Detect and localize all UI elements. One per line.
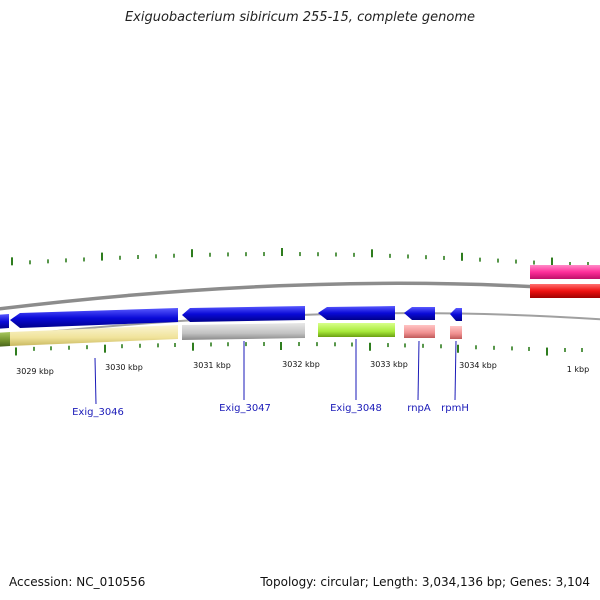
map-title: Exiguobacterium sibiricum 255-15, comple… (124, 10, 476, 25)
cds-arrow-rnpa (404, 307, 435, 320)
cog-block-rpmh (450, 326, 462, 339)
cog-block-exig-3048 (318, 323, 395, 337)
label-line-rpmh (454, 340, 457, 401)
gene-label-rpmh: rpmH (441, 403, 469, 414)
scale-label: 1 kbp (567, 365, 589, 374)
gene-label-rnpa: rnpA (407, 403, 431, 414)
cds-arrow-exig-3047 (182, 306, 305, 322)
cds-arrow-left-edge (0, 314, 9, 329)
scale-label: 3032 kbp (282, 360, 320, 369)
rna-feature-block (530, 265, 600, 279)
inner-tick-row (15, 342, 583, 356)
cog-block-exig-3046 (10, 325, 178, 346)
cds-arrow-rpmh (450, 308, 462, 321)
topology-text: Topology: circular; Length: 3,034,136 bp… (260, 575, 590, 589)
scale-label: 3033 kbp (370, 360, 408, 369)
gene-label-exig-3047: Exig_3047 (219, 403, 271, 414)
label-line-exig-3046 (94, 357, 97, 405)
cog-block-olive (0, 332, 10, 347)
cog-block-exig-3047 (182, 323, 305, 340)
backbone-inner-arc (0, 312, 600, 338)
cds-arrow-exig-3048 (318, 306, 395, 320)
cog-block-rnpa (404, 325, 435, 338)
reverse-cds-block (530, 284, 600, 298)
gene-label-exig-3046: Exig_3046 (72, 407, 124, 418)
scale-label: 3030 kbp (105, 363, 143, 372)
cds-arrow-exig-3046 (10, 308, 178, 328)
scale-label: 3031 kbp (193, 361, 231, 370)
label-line-rnpa (417, 340, 420, 401)
accession-text: Accession: NC_010556 (9, 575, 146, 589)
gene-label-exig-3048: Exig_3048 (330, 403, 382, 414)
outer-tick-row (11, 248, 589, 266)
scale-label: 3029 kbp (16, 367, 54, 376)
scale-label: 3034 kbp (459, 361, 497, 370)
backbone-outer-arc (0, 281, 600, 311)
